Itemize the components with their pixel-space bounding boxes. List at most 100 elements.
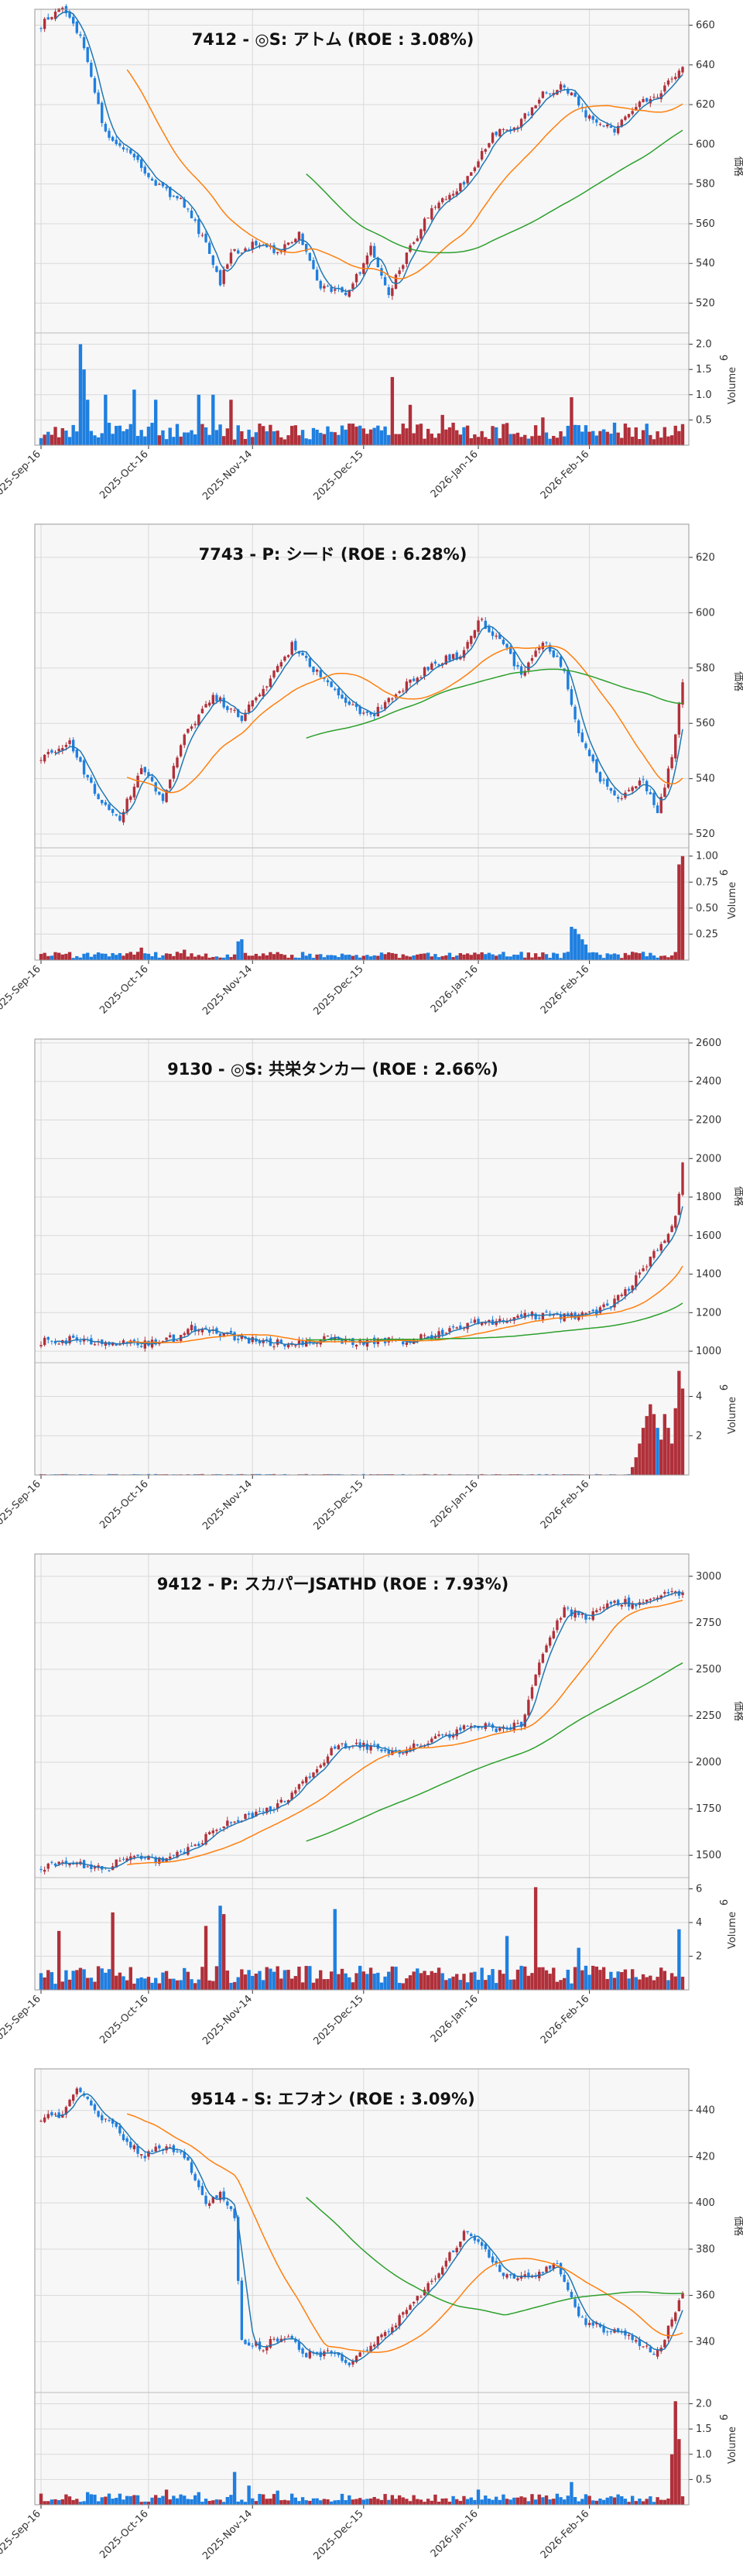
candle-body [50,17,53,19]
candle-body [466,2231,469,2232]
volume-bar [649,1404,652,1475]
candle-body [373,245,376,258]
volume-bar [322,2499,327,2505]
volume-bar [641,1428,645,1475]
candle-body [380,2334,383,2338]
candlestick [150,2149,154,2152]
ma-long-line [306,129,683,254]
candle-body [200,2186,204,2195]
candlestick [279,659,282,669]
volume-bar [659,955,663,960]
gridlines [35,2069,689,2505]
candle-body [136,1854,139,1856]
price-tick-label: 1000 [696,1346,721,1357]
candlestick [369,1742,372,1754]
volume-bar [115,2498,118,2505]
candle-body [402,2312,405,2315]
candlestick [255,696,258,703]
candle-body [587,2323,591,2325]
candlestick [158,182,161,186]
volume-bar [372,1974,376,1990]
volume-bar [544,2495,549,2505]
candle-body [262,2350,265,2351]
candlestick [334,285,337,294]
candle-body [61,1861,64,1863]
candle-body [129,2141,132,2148]
candlestick [301,232,304,245]
candlestick [394,2322,398,2330]
volume-bar [308,2500,312,2505]
candle-body [398,2315,401,2326]
volume-bar [361,428,366,445]
candle-body [624,1289,627,1296]
volume-bar [282,955,287,960]
candlestick [90,60,93,78]
candlestick [344,693,348,707]
candlestick [233,249,236,252]
candle-body [240,2280,244,2340]
price-tick-label: 1750 [696,1803,721,1815]
volume-bar [430,1971,434,1990]
candlestick [104,800,108,807]
candlestick [394,273,398,290]
candlestick [315,1765,319,1776]
volume-bar [405,428,409,445]
candlestick [462,180,466,188]
candlestick [534,648,537,658]
volume-bar [502,1974,505,1990]
candle-body [383,1749,387,1751]
candle-body [477,2239,480,2242]
volume-bar [447,1473,452,1475]
volume-bar [204,1926,208,1990]
volume-bar [96,952,101,960]
candle-body [642,1602,645,1604]
volume-bar [405,955,409,960]
candle-body [269,2338,272,2348]
candle-body [502,2272,505,2276]
volume-bar [326,1473,330,1475]
x-tick-label: 2025-Dec-15 [312,1993,366,2047]
volume-bar [46,2501,50,2505]
volume-bar [132,954,136,960]
candlestick [670,2317,673,2329]
candle-body [538,1662,541,1676]
price-tick-label: 1400 [696,1269,721,1281]
volume-bar [580,2499,584,2505]
candlestick [297,231,301,244]
candle-body [430,208,433,220]
candlestick [556,2259,559,2264]
candle-body [624,2330,627,2336]
candlestick [334,686,337,691]
volume-bar [115,1975,118,1990]
candle-body [308,658,312,667]
candle-body [86,2096,89,2099]
volume-bar [505,2499,509,2505]
candlestick [598,1305,602,1315]
volume-bar [620,2496,624,2505]
volume-bar [344,1973,348,1990]
candlestick [50,1861,53,1865]
volume-bar [473,2499,477,2505]
volume-bar [243,1974,248,1990]
candle-body [574,706,577,720]
candle-body [358,272,361,274]
candlestick [645,1599,649,1605]
volume-bar [494,2496,498,2505]
candlestick [602,125,605,128]
candle-body [405,2310,409,2314]
volume-axis-label: Volume [727,367,738,404]
volume-bar [526,438,531,445]
candle-body [602,2326,605,2333]
candle-body [677,1193,681,1215]
volume-bar [508,2499,512,2505]
candlestick [90,1861,93,1873]
candle-body [193,219,197,221]
x-tick-label: 2026-Feb-16 [539,1478,592,1532]
volume-bar [222,436,226,445]
volume-bar [623,952,628,960]
candlestick [466,176,469,186]
volume-bar [190,2499,193,2505]
volume-bar [515,432,520,445]
candlestick [179,743,183,758]
candle-body [441,1734,444,1736]
